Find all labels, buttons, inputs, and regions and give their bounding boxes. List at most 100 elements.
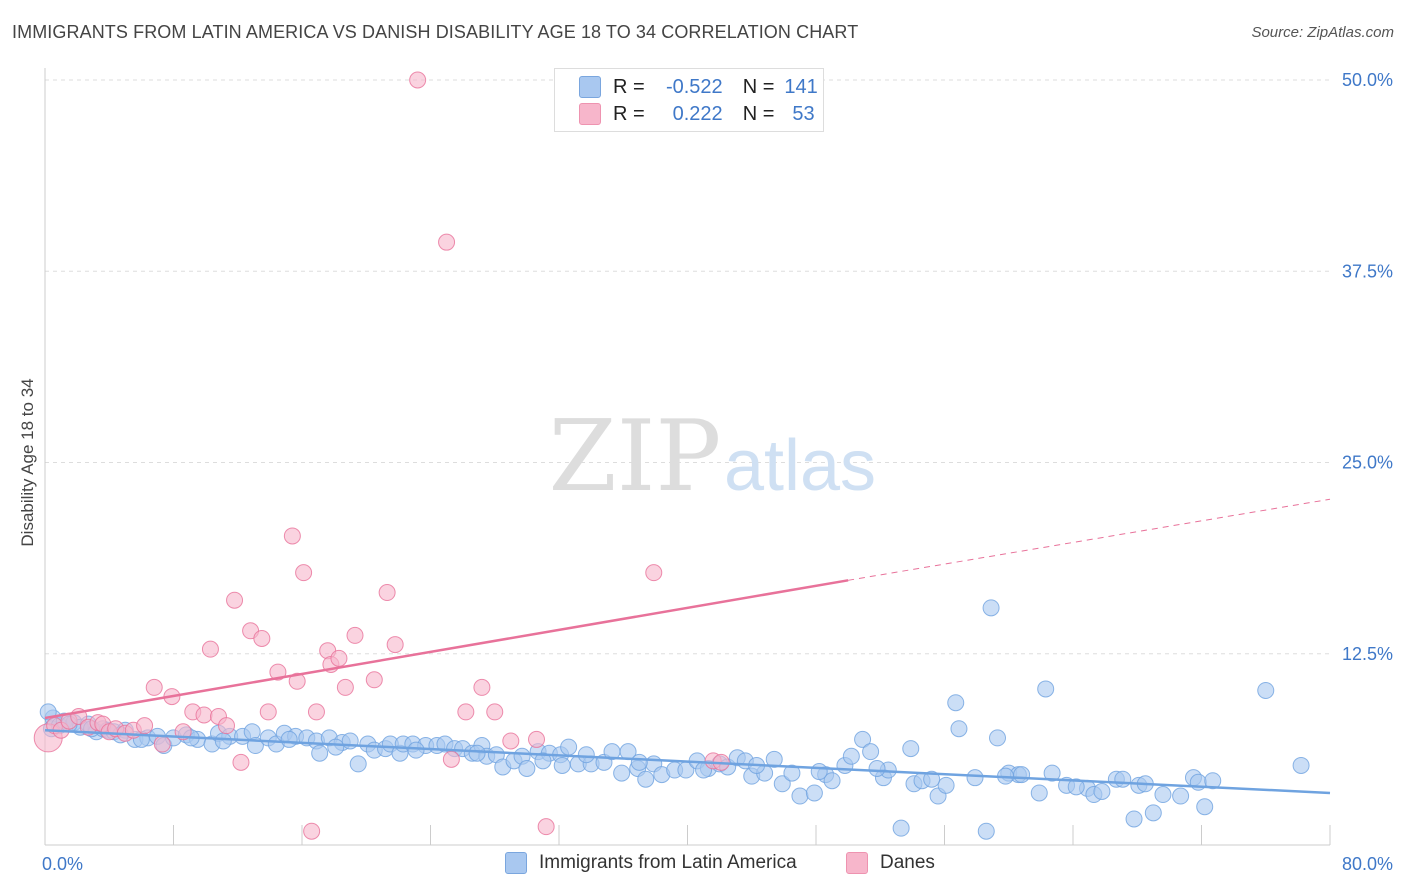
point-latin-america — [327, 738, 345, 756]
legend-r-value: -0.522 — [665, 75, 723, 98]
point-danes — [330, 649, 348, 667]
series-legend-label: Immigrants from Latin America — [539, 852, 797, 873]
grid-lines — [45, 79, 1330, 655]
point-latin-america — [1196, 798, 1214, 816]
point-latin-america — [553, 756, 571, 774]
point-latin-america — [468, 744, 486, 762]
point-latin-america — [243, 723, 261, 741]
series-legend-label: Danes — [880, 852, 935, 873]
point-latin-america — [518, 760, 536, 777]
trend-line-latin-america — [44, 729, 1331, 795]
watermark: ZIP atlas — [549, 400, 876, 514]
point-latin-america — [810, 763, 828, 781]
point-latin-america — [1013, 766, 1031, 784]
y-tick-label: 37.5% — [1342, 261, 1393, 281]
point-latin-america — [349, 755, 367, 773]
point-danes — [386, 636, 404, 654]
point-danes — [269, 663, 287, 681]
legend-n-value: 141 — [784, 75, 818, 98]
watermark-zip: ZIP — [549, 400, 722, 514]
trend-line-danes — [44, 579, 849, 720]
legend-n-label: N = — [742, 75, 775, 98]
series-legend-latin-america: Immigrants from Latin America — [505, 852, 797, 874]
trend-line-danes — [848, 498, 1331, 581]
point-danes — [145, 678, 163, 696]
point-latin-america — [805, 784, 823, 802]
point-danes — [259, 703, 277, 721]
point-danes — [442, 750, 460, 768]
series-swatch-blue — [505, 852, 527, 874]
legend-row-danes: R = 0.222 N = 53 — [579, 101, 815, 127]
point-danes — [232, 753, 250, 771]
point-danes — [346, 626, 364, 644]
point-latin-america — [1043, 764, 1061, 782]
axis-labels: 12.5% 25.0% 37.5% 50.0% 0.0% 80.0% Disability … — [18, 70, 1393, 874]
point-latin-america — [214, 732, 232, 750]
point-latin-america — [1204, 772, 1222, 790]
point-latin-america — [791, 787, 809, 805]
chart-title: IMMIGRANTS FROM LATIN AMERICA VS DANISH … — [12, 22, 859, 42]
legend-r-value: 0.222 — [672, 102, 723, 125]
point-danes — [457, 703, 475, 721]
source-credit: Source: ZipAtlas.com — [1251, 24, 1394, 41]
point-latin-america — [937, 776, 955, 794]
point-danes — [645, 564, 663, 582]
point-danes — [195, 706, 213, 724]
point-latin-america — [823, 772, 841, 790]
point-latin-america — [311, 744, 329, 762]
point-latin-america — [862, 743, 880, 761]
series-swatch-pink — [846, 852, 868, 874]
point-danes — [201, 640, 219, 658]
point-latin-america — [577, 746, 595, 764]
point-danes — [303, 822, 321, 840]
legend-n-value: 53 — [792, 102, 815, 125]
point-latin-america — [947, 694, 965, 712]
point-latin-america — [1292, 756, 1310, 774]
point-latin-america — [923, 770, 941, 788]
point-danes — [438, 233, 456, 251]
point-danes — [295, 564, 313, 582]
point-latin-america — [1067, 778, 1085, 796]
point-latin-america — [989, 729, 1007, 747]
trend-lines — [44, 498, 1331, 795]
point-latin-america — [1037, 680, 1055, 698]
point-latin-america — [1125, 810, 1143, 828]
point-danes — [153, 735, 171, 753]
point-latin-america — [630, 753, 648, 771]
point-danes — [226, 591, 244, 609]
point-latin-america — [1030, 784, 1048, 802]
point-danes — [136, 717, 154, 735]
point-latin-america — [1154, 786, 1172, 804]
point-latin-america — [977, 822, 995, 840]
point-latin-america — [280, 730, 298, 748]
point-latin-america — [1144, 804, 1162, 822]
point-danes — [336, 678, 354, 696]
point-latin-america — [534, 752, 552, 770]
point-latin-america — [1114, 770, 1132, 788]
point-danes — [502, 732, 520, 750]
point-danes — [473, 678, 491, 696]
y-tick-label: 50.0% — [1342, 70, 1393, 90]
point-latin-america — [773, 775, 791, 793]
point-danes — [486, 703, 504, 721]
point-latin-america — [868, 760, 886, 777]
point-danes — [378, 584, 396, 602]
series-legend: Immigrants from Latin America Danes — [0, 852, 1406, 878]
point-latin-america — [892, 819, 910, 837]
point-latin-america — [637, 770, 655, 788]
point-danes — [528, 730, 546, 748]
point-danes — [288, 672, 306, 690]
point-danes — [253, 629, 271, 647]
point-latin-america — [1257, 681, 1275, 699]
correlation-legend: R = -0.522 N = 141 R = 0.222 N = 53 — [554, 68, 824, 132]
point-latin-america — [560, 738, 578, 756]
point-latin-america — [842, 747, 860, 765]
point-latin-america — [966, 769, 984, 787]
point-latin-america — [982, 599, 1000, 617]
y-axis-label: Disability Age 18 to 34 — [18, 378, 37, 546]
point-danes — [409, 71, 427, 89]
legend-n-label: N = — [742, 102, 775, 125]
legend-r-label: R = — [613, 102, 645, 125]
legend-swatch-blue — [579, 76, 601, 98]
